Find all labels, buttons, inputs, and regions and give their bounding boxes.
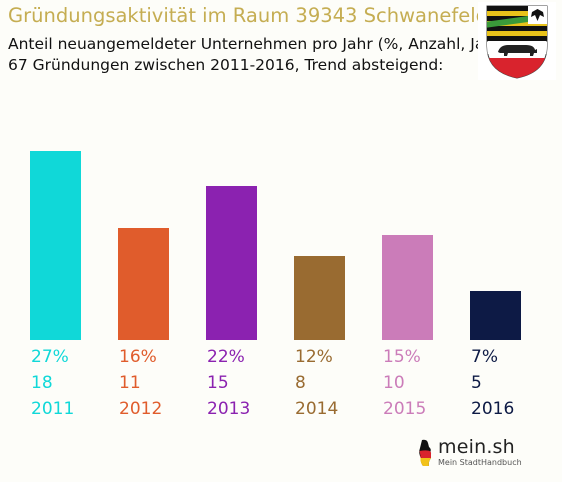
brand-tagline: Mein StadtHandbuch <box>438 458 522 467</box>
bar-count-label: 5 <box>471 373 482 393</box>
bar-year-label: 2011 <box>31 399 74 419</box>
bar-2012 <box>118 228 169 340</box>
bar-count-label: 10 <box>383 373 405 393</box>
chart-subtitle-line1: Anteil neuangemeldeter Unternehmen pro J… <box>8 35 507 53</box>
bar-2015 <box>382 235 433 340</box>
coat-of-arms-icon <box>478 2 556 80</box>
bar-count-label: 11 <box>119 373 141 393</box>
chart-title: Gründungsaktivität im Raum 39343 Schwane… <box>8 4 489 27</box>
bar-2011 <box>30 151 81 340</box>
brand-logo[interactable]: mein.sh Mein StadtHandbuch <box>414 432 526 472</box>
bar-percent-label: 22% <box>207 347 245 367</box>
bar-2014 <box>294 256 345 340</box>
bar-percent-label: 16% <box>119 347 157 367</box>
bar-year-label: 2016 <box>471 399 514 419</box>
bar-count-label: 15 <box>207 373 229 393</box>
bar-count-label: 18 <box>31 373 53 393</box>
bar-percent-label: 15% <box>383 347 421 367</box>
bar-2016 <box>470 291 521 340</box>
bar-2013 <box>206 186 257 340</box>
bar-year-label: 2013 <box>207 399 250 419</box>
bar-percent-label: 12% <box>295 347 333 367</box>
bar-percent-label: 7% <box>471 347 498 367</box>
germany-flag-icon <box>419 439 432 466</box>
brand-name: mein.sh <box>438 436 515 458</box>
bar-count-label: 8 <box>295 373 306 393</box>
chart-subtitle-line2: 67 Gründungen zwischen 2011-2016, Trend … <box>8 56 444 74</box>
bar-year-label: 2015 <box>383 399 426 419</box>
bar-percent-label: 27% <box>31 347 69 367</box>
bar-year-label: 2014 <box>295 399 338 419</box>
bar-year-label: 2012 <box>119 399 162 419</box>
